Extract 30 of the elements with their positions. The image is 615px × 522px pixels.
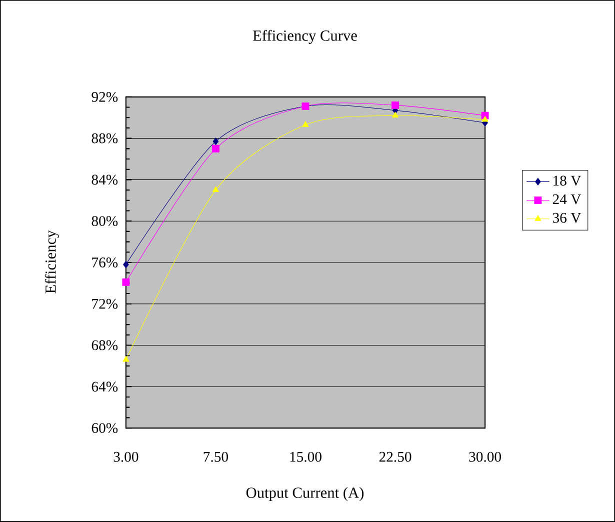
x-tick-label: 3.00 bbox=[114, 452, 138, 462]
point bbox=[302, 121, 309, 127]
y-tick-label: 80% bbox=[92, 216, 118, 226]
point bbox=[122, 278, 130, 286]
y-tick-label: 84% bbox=[92, 174, 118, 185]
y-tick-label: 76% bbox=[92, 258, 118, 268]
x-axis-title: Output Current (A) bbox=[246, 487, 364, 502]
y-tick-label: 64% bbox=[92, 382, 118, 392]
y-axis-title: Efficiency bbox=[44, 230, 59, 294]
point bbox=[212, 144, 220, 152]
x-tick-label: 22.50 bbox=[379, 452, 412, 462]
y-tick-label: 68% bbox=[92, 340, 118, 350]
x-tick-label: 30.00 bbox=[469, 452, 501, 462]
point bbox=[482, 116, 488, 122]
legend-label: 18 V bbox=[554, 176, 582, 186]
point bbox=[123, 260, 129, 268]
legend-label: 24 V bbox=[552, 194, 582, 204]
chart-title: Efficiency Curve bbox=[252, 30, 357, 44]
point bbox=[392, 101, 400, 109]
point bbox=[122, 356, 130, 362]
x-tick-label: 7.50 bbox=[204, 452, 228, 462]
point bbox=[212, 186, 219, 192]
y-tick-label: 88% bbox=[92, 133, 118, 144]
y-tick-label: 92% bbox=[92, 92, 118, 102]
x-tick-label: 15.00 bbox=[290, 452, 322, 462]
point bbox=[392, 112, 399, 118]
point bbox=[212, 138, 219, 146]
y-tick-label: 60% bbox=[92, 423, 118, 434]
legend-label: 36 V bbox=[552, 212, 582, 223]
y-tick-label: 72% bbox=[92, 298, 118, 309]
